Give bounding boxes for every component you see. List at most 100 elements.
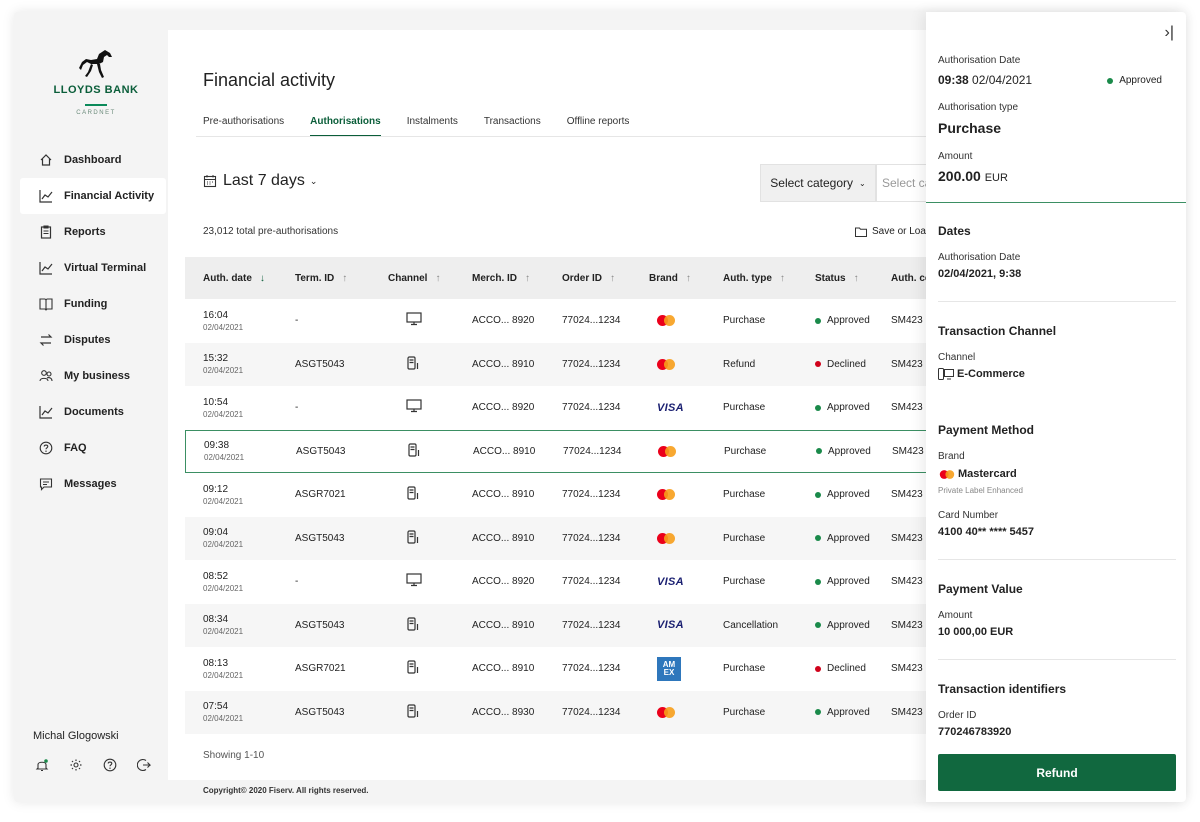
cell-auth-code: SM423 <box>891 576 923 588</box>
settings-gear-icon[interactable] <box>67 756 85 774</box>
cell-auth-type: Cancellation <box>723 619 779 631</box>
auth-date: 02/04/2021 <box>203 540 244 550</box>
cell-term-id: ASGT5043 <box>295 706 345 718</box>
status-dot <box>815 535 821 542</box>
auth-time: 16:04 <box>203 309 229 321</box>
cell-merch-id: ACCO... 8920 <box>472 576 535 588</box>
status-text: Approved <box>828 445 871 457</box>
cell-merch-id: ACCO... 8910 <box>473 445 536 457</box>
cell-channel <box>406 691 420 735</box>
notification-bell-icon[interactable] <box>33 756 51 774</box>
cell-auth-type: Purchase <box>723 663 766 675</box>
cell-order-id: 77024...1234 <box>562 532 621 544</box>
table-row[interactable]: 08:52 02/04/2021 - ACCO... 8920 77024...1234… <box>185 560 1186 604</box>
col-auth-type[interactable]: Auth. type ↑ <box>723 257 785 299</box>
cell-channel <box>406 473 420 517</box>
nav-item-funding[interactable]: Funding <box>20 286 166 322</box>
table-row[interactable]: 10:54 02/04/2021 - ACCO... 8920 77024...1234… <box>185 386 1186 430</box>
cell-auth-code: SM423 <box>891 358 923 370</box>
currency: EUR <box>984 172 1008 184</box>
save-load-label: Save or Loa <box>872 226 926 237</box>
col-order-id[interactable]: Order ID ↑ <box>562 257 615 299</box>
select-category-label: Select category <box>770 176 853 190</box>
cell-auth-date: 08:13 02/04/2021 <box>203 647 243 691</box>
nav-item-messages[interactable]: Messages <box>20 466 166 502</box>
nav-item-reports[interactable]: Reports <box>20 214 166 250</box>
cell-merch-id: ACCO... 8910 <box>472 358 535 370</box>
table-row[interactable]: 16:04 02/04/2021 - ACCO... 8920 77024...1234… <box>185 299 1186 343</box>
cell-brand <box>657 517 675 561</box>
logout-icon[interactable] <box>135 756 153 774</box>
col-auth-date[interactable]: Auth. date ↓ <box>203 257 265 299</box>
cell-auth-code: SM423 <box>891 619 923 631</box>
chart-line-icon <box>38 188 54 204</box>
card-number-label: Card Number <box>938 510 999 521</box>
chevron-down-icon: ⌄ <box>859 178 866 188</box>
section-dates: Dates <box>938 224 971 238</box>
nav-item-disputes[interactable]: Disputes <box>20 322 166 358</box>
authorisation-detail-panel: ›| Authorisation Date 09:38 02/04/2021 A… <box>926 12 1186 802</box>
date-range-dropdown[interactable]: Last 7 days ⌄ <box>203 172 317 190</box>
save-load-button[interactable]: Save or Loa <box>855 226 926 237</box>
cell-order-id: 77024...1234 <box>562 315 621 327</box>
brand-logo[interactable]: LLOYDS BANK CARDNET <box>44 48 148 116</box>
tab-authorisations[interactable]: Authorisations <box>310 116 381 137</box>
nav-label: Messages <box>64 478 117 490</box>
book-icon <box>38 296 54 312</box>
col-term-id[interactable]: Term. ID ↑ <box>295 257 347 299</box>
cell-channel <box>407 431 421 473</box>
auth-date: 02/04/2021 <box>203 583 244 593</box>
cell-auth-date: 08:34 02/04/2021 <box>203 604 243 648</box>
section-divider <box>938 559 1176 560</box>
cell-term-id: - <box>295 576 299 588</box>
nav-label: My business <box>64 370 131 382</box>
col-status[interactable]: Status ↑ <box>815 257 859 299</box>
mastercard-icon <box>657 532 675 544</box>
status-text: Approved <box>827 402 870 414</box>
col-brand[interactable]: Brand ↑ <box>649 257 691 299</box>
refund-button[interactable]: Refund <box>938 754 1176 791</box>
brand-divider <box>85 104 107 106</box>
select-category-dropdown[interactable]: Select category ⌄ <box>760 164 876 202</box>
cell-status: Approved <box>815 604 870 648</box>
desktop-icon <box>406 399 422 416</box>
nav-item-virtual-terminal[interactable]: Virtual Terminal <box>20 250 166 286</box>
cell-auth-code: SM423 <box>891 402 923 414</box>
col-merch-id[interactable]: Merch. ID ↑ <box>472 257 530 299</box>
help-question-icon[interactable] <box>101 756 119 774</box>
visa-icon: VISA <box>657 401 684 414</box>
page-title: Financial activity <box>203 70 336 90</box>
status-text: Approved <box>827 706 870 718</box>
tab-offline-reports[interactable]: Offline reports <box>566 116 630 127</box>
collapse-panel-icon[interactable]: ›| <box>1164 24 1174 41</box>
nav-item-documents[interactable]: Documents <box>20 394 166 430</box>
cell-channel <box>406 343 420 387</box>
arrows-icon <box>38 332 54 348</box>
tab-transactions[interactable]: Transactions <box>483 116 541 127</box>
cell-status: Declined <box>815 647 866 691</box>
status-text: Approved <box>827 315 870 327</box>
nav-item-dashboard[interactable]: Dashboard <box>20 142 166 178</box>
tab-pre-authorisations[interactable]: Pre-authorisations <box>203 116 285 127</box>
status-text: Approved <box>827 489 870 501</box>
col-channel[interactable]: Channel ↑ <box>388 257 440 299</box>
status-dot <box>816 448 822 455</box>
cell-term-id: ASGT5043 <box>295 532 345 544</box>
col-auth-code[interactable]: Auth. co <box>891 257 931 299</box>
table-row[interactable]: 08:13 02/04/2021 ASGR7021 ACCO... 8910 77024… <box>185 647 1186 691</box>
table-row[interactable]: 09:12 02/04/2021 ASGR7021 ACCO... 8910 77024… <box>185 473 1186 517</box>
cell-auth-code: SM423 <box>891 706 923 718</box>
auth-date: 02/04/2021 <box>203 366 244 376</box>
auth-date: 02/04/2021 <box>203 627 244 637</box>
tab-instalments[interactable]: Instalments <box>406 116 458 127</box>
col-label: Status <box>815 272 846 284</box>
nav-item-faq[interactable]: FAQ <box>20 430 166 466</box>
cell-auth-type: Purchase <box>724 445 767 457</box>
nav-label: Dashboard <box>64 154 122 166</box>
nav-item-financial-activity[interactable]: Financial Activity <box>20 178 166 214</box>
cell-auth-date: 09:12 02/04/2021 <box>203 473 243 517</box>
status-text: Approved <box>827 619 870 631</box>
calendar-icon <box>203 174 217 188</box>
cell-term-id: ASGT5043 <box>295 619 345 631</box>
nav-item-my-business[interactable]: My business <box>20 358 166 394</box>
